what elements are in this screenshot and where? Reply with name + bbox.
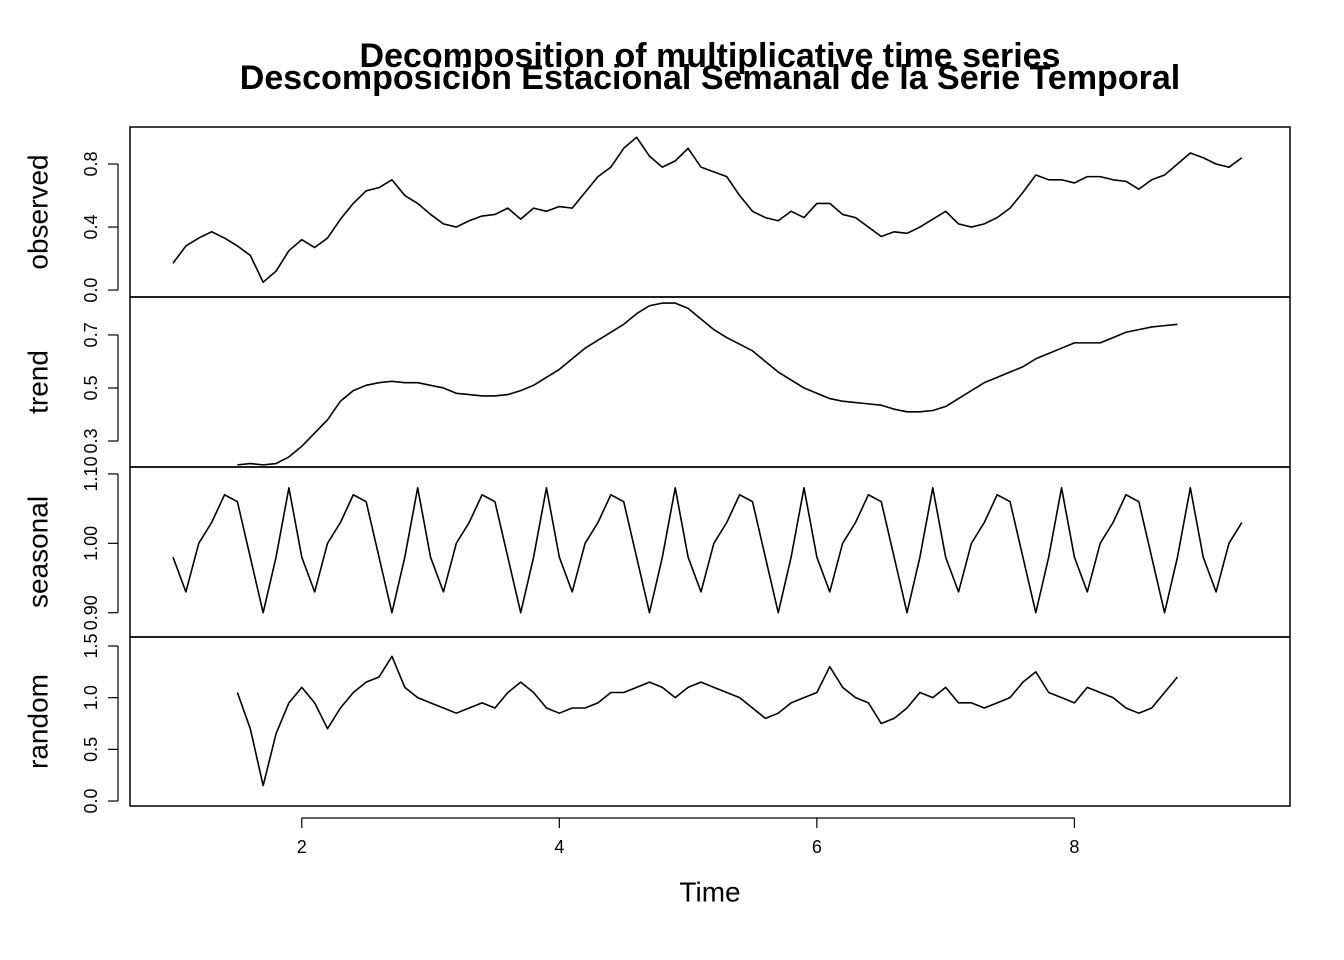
y-tick-label: 1.00 xyxy=(81,526,101,561)
y-axis-label: trend xyxy=(22,350,53,414)
x-tick-label: 6 xyxy=(812,837,822,857)
y-tick-label: 0.7 xyxy=(81,322,101,347)
chart-subtitle: Descomposicion Estacional Semanal de la … xyxy=(240,59,1180,97)
y-axis-label: observed xyxy=(22,154,53,269)
y-tick-label: 1.10 xyxy=(81,456,101,491)
x-tick-label: 8 xyxy=(1069,837,1079,857)
y-axis-label: random xyxy=(22,674,53,769)
panel-frame xyxy=(129,126,1291,298)
series-line xyxy=(172,136,1243,283)
y-axis-label: seasonal xyxy=(22,496,53,608)
x-tick-label: 2 xyxy=(297,837,307,857)
y-tick-label: 0.90 xyxy=(81,595,101,630)
y-tick-label: 1.0 xyxy=(81,685,101,710)
y-tick-label: 0.5 xyxy=(81,375,101,400)
panel-frame xyxy=(129,466,1291,638)
y-tick-label: 0.3 xyxy=(81,428,101,453)
x-tick-label: 4 xyxy=(554,837,564,857)
y-tick-label: 0.8 xyxy=(81,152,101,177)
y-tick-label: 0.5 xyxy=(81,737,101,762)
panel-frame xyxy=(129,636,1291,807)
panel-frame xyxy=(129,296,1291,468)
series-line xyxy=(172,487,1243,614)
y-tick-label: 0.0 xyxy=(81,278,101,303)
y-tick-label: 1.5 xyxy=(81,633,101,658)
y-tick-label: 0.0 xyxy=(81,789,101,814)
series-line xyxy=(237,302,1178,466)
y-tick-label: 0.4 xyxy=(81,215,101,240)
x-axis-label: Time xyxy=(679,876,740,907)
chart-title: Decomposition of multiplicative time ser… xyxy=(360,37,1061,75)
series-line xyxy=(236,655,1179,787)
